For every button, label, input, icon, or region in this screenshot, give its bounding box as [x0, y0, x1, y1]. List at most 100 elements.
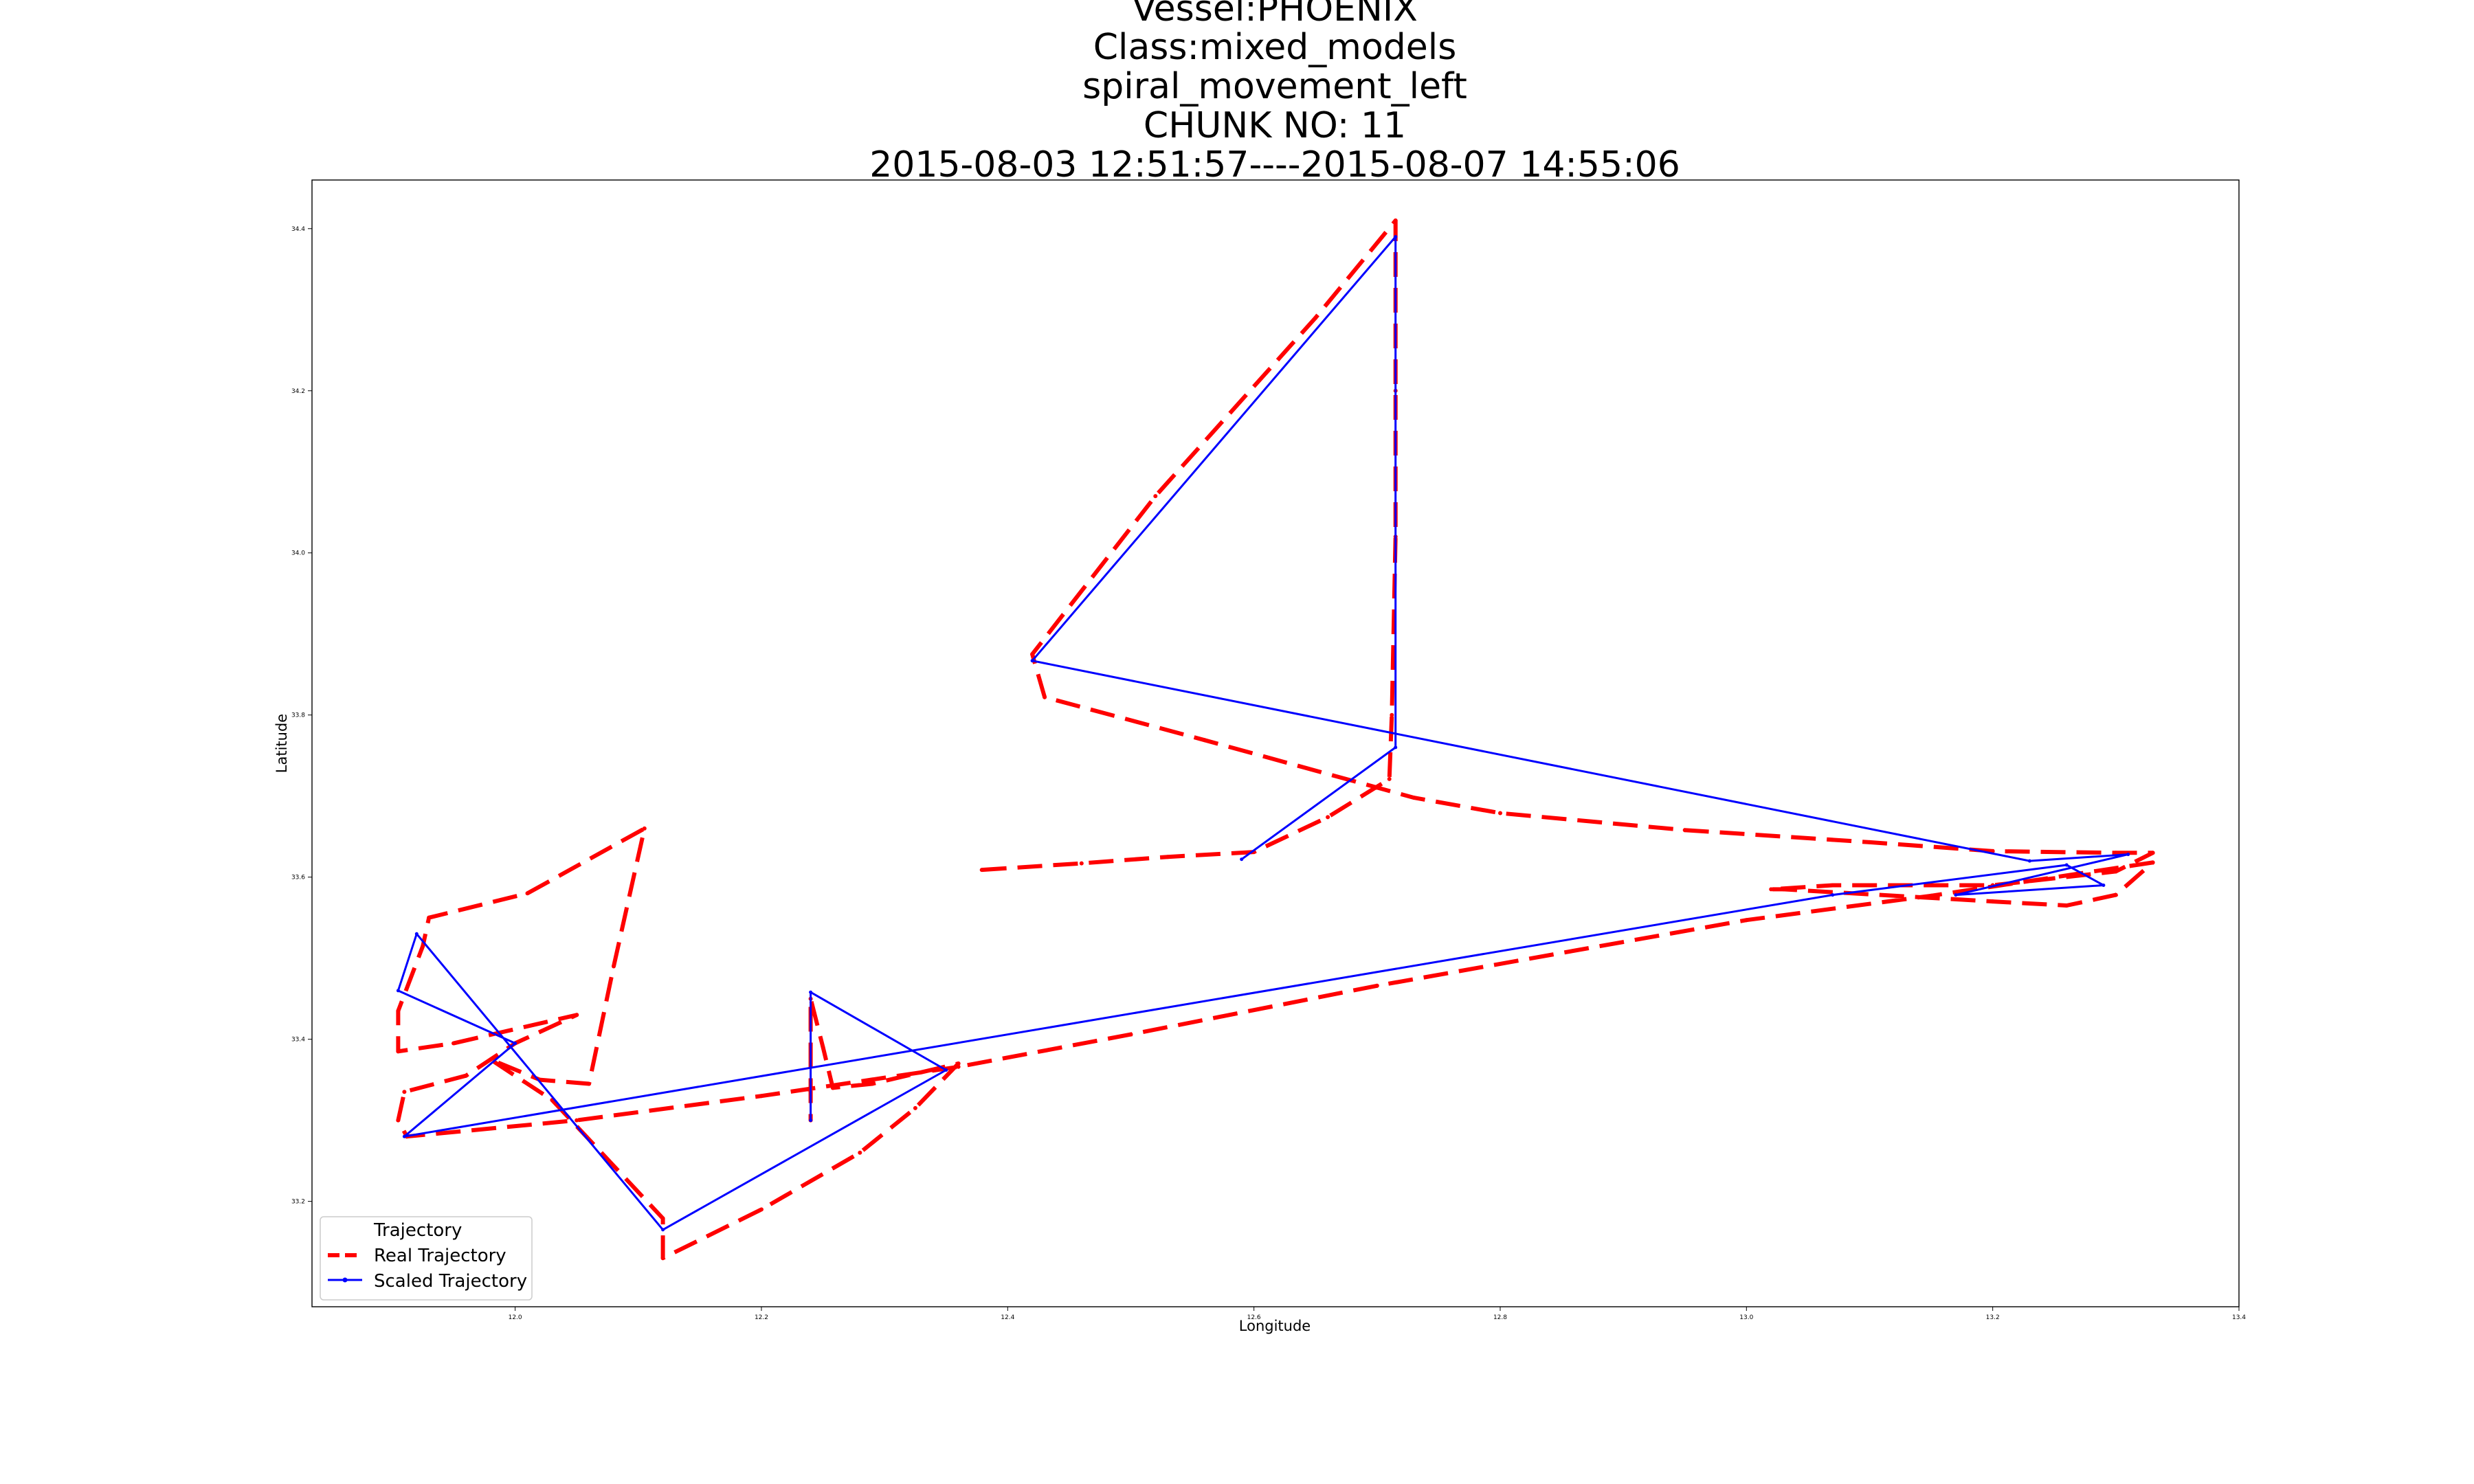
- data-point-real-trajectory: [1929, 893, 1934, 898]
- data-point-real-trajectory: [821, 1045, 825, 1050]
- x-tick-label: 13.0: [1739, 1314, 1753, 1321]
- x-tick-label: 13.2: [1986, 1314, 2000, 1321]
- data-point-scaled-trajectory: [944, 1068, 948, 1072]
- title-line-2: Class:mixed_models: [1093, 27, 1457, 68]
- x-tick-label: 12.8: [1493, 1314, 1507, 1321]
- legend-box: [320, 1216, 533, 1301]
- data-point-real-trajectory: [427, 915, 432, 920]
- data-point-real-trajectory: [452, 1041, 456, 1046]
- data-point-real-trajectory: [759, 1094, 764, 1099]
- data-point-real-trajectory: [956, 1064, 961, 1069]
- data-point-scaled-trajectory: [1831, 893, 1835, 897]
- data-point-real-trajectory: [464, 1073, 468, 1078]
- data-point-real-trajectory: [396, 1009, 401, 1013]
- title-line-1: Vessel:PHOENIX: [1132, 0, 1418, 30]
- data-point-scaled-trajectory: [402, 1134, 406, 1138]
- data-point-real-trajectory: [421, 944, 425, 948]
- data-point-real-trajectory: [1326, 815, 1330, 820]
- data-point-scaled-trajectory: [2126, 853, 2130, 857]
- data-point-real-trajectory: [1682, 828, 1687, 833]
- data-point-scaled-trajectory: [2027, 859, 2031, 863]
- y-tick-label: 33.2: [291, 1199, 305, 1206]
- data-point-real-trajectory: [1128, 1032, 1133, 1037]
- data-point-scaled-trajectory: [414, 932, 419, 936]
- chart-title: Vessel:PHOENIX Class:mixed_models spiral…: [869, 0, 1680, 186]
- data-point-real-trajectory: [858, 1150, 862, 1155]
- data-point-scaled-trajectory: [1030, 659, 1034, 663]
- data-point-real-trajectory: [1030, 652, 1035, 657]
- data-point-scaled-trajectory: [1394, 745, 1398, 750]
- y-tick-label: 33.8: [291, 712, 305, 719]
- data-point-real-trajectory: [1990, 899, 1995, 904]
- y-tick-label: 34.0: [291, 550, 305, 557]
- series-line-scaled-trajectory: [397, 236, 2130, 1231]
- y-tick-label: 33.6: [291, 875, 305, 881]
- data-point-scaled-trajectory: [2064, 863, 2069, 867]
- title-line-3: spiral_movement_left: [1082, 66, 1467, 107]
- y-tick-label: 33.4: [291, 1037, 305, 1044]
- data-point-real-trajectory: [1390, 712, 1394, 717]
- data-point-scaled-trajectory: [396, 989, 400, 993]
- data-point-real-trajectory: [2064, 903, 2069, 908]
- x-tick-label: 12.2: [755, 1314, 768, 1321]
- y-axis-ticks: 33.2 33.4 33.6 33.8 34.0 34.2 34.4: [291, 226, 312, 1206]
- data-point-real-trajectory: [1990, 848, 1995, 853]
- data-point-scaled-trajectory: [809, 990, 813, 994]
- data-point-scaled-trajectory: [1240, 857, 1244, 862]
- data-point-real-trajectory: [2150, 860, 2155, 865]
- data-point-real-trajectory: [1781, 887, 1786, 892]
- x-axis-ticks: 12.0 12.2 12.4 12.6 12.8 13.0 13.2 13.4: [509, 1307, 2246, 1321]
- legend-label-real-trajectory: Real Trajectory: [374, 1246, 506, 1266]
- data-point-real-trajectory: [1498, 811, 1502, 816]
- data-point-real-trajectory: [612, 964, 616, 969]
- data-point-real-trajectory: [525, 891, 530, 896]
- data-point-real-trajectory: [956, 1061, 961, 1066]
- data-point-real-trajectory: [396, 1049, 401, 1054]
- data-point-real-trajectory: [660, 1256, 665, 1261]
- data-point-real-trajectory: [575, 1118, 579, 1123]
- data-point-real-trajectory: [1744, 918, 1749, 923]
- data-point-real-trajectory: [575, 1013, 579, 1018]
- data-point-real-trajectory: [1153, 494, 1158, 499]
- title-line-4: CHUNK NO: 11: [1144, 105, 1406, 146]
- data-point-real-trajectory: [1203, 738, 1207, 743]
- data-point-real-trajectory: [1043, 695, 1047, 699]
- data-point-real-trajectory: [2113, 869, 2118, 874]
- data-point-real-trajectory: [402, 1090, 407, 1094]
- data-point-real-trajectory: [396, 1118, 401, 1123]
- data-point-scaled-trajectory: [809, 1118, 813, 1123]
- x-axis-label: Longitude: [1239, 1318, 1311, 1334]
- x-tick-label: 13.4: [2232, 1314, 2246, 1321]
- data-point-real-trajectory: [830, 1086, 835, 1090]
- legend-title: Trajectory: [373, 1220, 462, 1241]
- data-point-real-trajectory: [2150, 851, 2155, 855]
- x-tick-label: 12.0: [509, 1314, 522, 1321]
- legend: Trajectory Real Trajectory Scaled Trajec…: [320, 1216, 533, 1301]
- series-layer: [396, 218, 2155, 1261]
- data-point-scaled-trajectory: [1394, 235, 1398, 239]
- data-point-real-trajectory: [587, 1081, 592, 1086]
- y-tick-label: 34.2: [291, 388, 305, 395]
- legend-swatch-scaled-trajectory-marker: [342, 1277, 348, 1283]
- legend-label-scaled-trajectory: Scaled Trajectory: [374, 1271, 527, 1292]
- data-point-real-trajectory: [2113, 892, 2118, 897]
- data-point-real-trajectory: [1830, 883, 1835, 888]
- x-tick-label: 12.4: [1001, 1314, 1014, 1321]
- data-point-real-trajectory: [759, 1207, 764, 1212]
- data-point-real-trajectory: [2113, 851, 2118, 855]
- y-tick-label: 34.4: [291, 226, 305, 233]
- data-point-real-trajectory: [1079, 861, 1084, 866]
- data-point-scaled-trajectory: [2102, 884, 2106, 887]
- data-point-real-trajectory: [979, 868, 984, 873]
- data-point-real-trajectory: [1412, 796, 1416, 800]
- data-point-real-trajectory: [1393, 218, 1398, 223]
- data-point-scaled-trajectory: [513, 1042, 517, 1045]
- x-tick-label: 12.6: [1247, 1314, 1261, 1321]
- data-point-scaled-trajectory: [661, 1228, 665, 1232]
- data-point-real-trajectory: [913, 1105, 917, 1110]
- data-point-real-trajectory: [642, 826, 647, 831]
- title-line-5: 2015-08-03 12:51:57----2015-08-07 14:55:…: [869, 144, 1680, 186]
- data-point-real-trajectory: [488, 1057, 493, 1062]
- data-point-real-trajectory: [1374, 983, 1379, 988]
